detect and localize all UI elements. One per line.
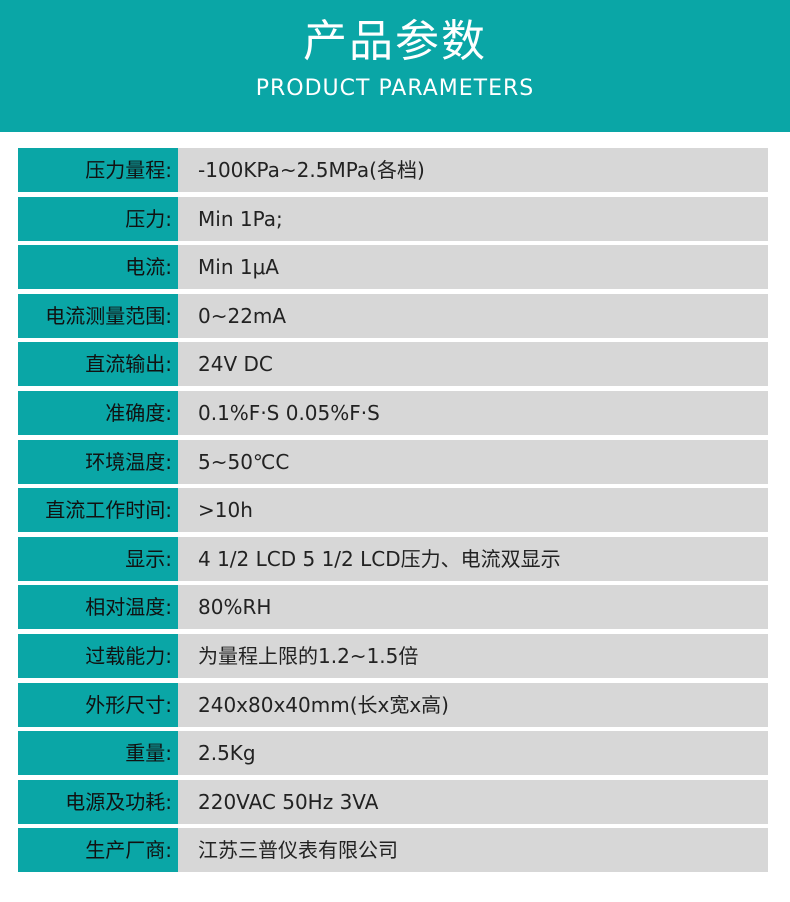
parameter-label: 重量: xyxy=(18,731,178,776)
parameter-value: 80%RH xyxy=(178,585,768,630)
table-row: 生产厂商: 江苏三普仪表有限公司 xyxy=(18,828,768,873)
parameter-value: 为量程上限的1.2~1.5倍 xyxy=(178,633,768,678)
page-title: 产品参数 xyxy=(303,16,487,67)
header-banner: 产品参数 PRODUCT PARAMETERS xyxy=(0,0,790,132)
table-row: 电源及功耗: 220VAC 50Hz 3VA xyxy=(18,779,768,824)
table-row: 外形尺寸: 240x80x40mm(长x宽x高) xyxy=(18,682,768,727)
table-row: 显示: 4 1/2 LCD 5 1/2 LCD压力、电流双显示 xyxy=(18,536,768,581)
parameter-value: 5~50℃C xyxy=(178,439,768,484)
parameter-label: 准确度: xyxy=(18,390,178,435)
parameter-label: 显示: xyxy=(18,536,178,581)
table-row: 直流工作时间: >10h xyxy=(18,488,768,533)
table-row: 电流: Min 1μA xyxy=(18,245,768,290)
parameter-label: 过载能力: xyxy=(18,633,178,678)
parameter-table: 压力量程: -100KPa~2.5MPa(各档) 压力: Min 1Pa; 电流: Min… xyxy=(18,148,768,877)
parameter-value: 220VAC 50Hz 3VA xyxy=(178,779,768,824)
parameter-value: 0~22mA xyxy=(178,293,768,338)
parameter-label: 外形尺寸: xyxy=(18,682,178,727)
parameter-value: 4 1/2 LCD 5 1/2 LCD压力、电流双显示 xyxy=(178,536,768,581)
parameter-value: -100KPa~2.5MPa(各档) xyxy=(178,148,768,192)
parameter-value: 24V DC xyxy=(178,342,768,387)
parameter-label: 生产厂商: xyxy=(18,828,178,873)
parameter-value: >10h xyxy=(178,488,768,533)
parameter-value: 0.1%F·S 0.05%F·S xyxy=(178,390,768,435)
parameter-label: 直流输出: xyxy=(18,342,178,387)
parameter-label: 环境温度: xyxy=(18,439,178,484)
page-subtitle: PRODUCT PARAMETERS xyxy=(255,76,535,101)
table-row: 过载能力: 为量程上限的1.2~1.5倍 xyxy=(18,633,768,678)
table-row: 相对温度: 80%RH xyxy=(18,585,768,630)
parameter-value: 江苏三普仪表有限公司 xyxy=(178,828,768,873)
table-row: 重量: 2.5Kg xyxy=(18,731,768,776)
parameter-value: Min 1Pa; xyxy=(178,196,768,241)
table-row: 压力量程: -100KPa~2.5MPa(各档) xyxy=(18,148,768,192)
table-row: 压力: Min 1Pa; xyxy=(18,196,768,241)
parameter-label: 电流: xyxy=(18,245,178,290)
parameter-value: 240x80x40mm(长x宽x高) xyxy=(178,682,768,727)
parameter-label: 相对温度: xyxy=(18,585,178,630)
parameter-label: 电流测量范围: xyxy=(18,293,178,338)
table-row: 电流测量范围: 0~22mA xyxy=(18,293,768,338)
parameter-value: 2.5Kg xyxy=(178,731,768,776)
parameter-label: 压力: xyxy=(18,196,178,241)
parameter-label: 压力量程: xyxy=(18,148,178,192)
parameter-label: 电源及功耗: xyxy=(18,779,178,824)
table-row: 环境温度: 5~50℃C xyxy=(18,439,768,484)
parameter-label: 直流工作时间: xyxy=(18,488,178,533)
table-row: 准确度: 0.1%F·S 0.05%F·S xyxy=(18,390,768,435)
table-row: 直流输出: 24V DC xyxy=(18,342,768,387)
parameter-value: Min 1μA xyxy=(178,245,768,290)
